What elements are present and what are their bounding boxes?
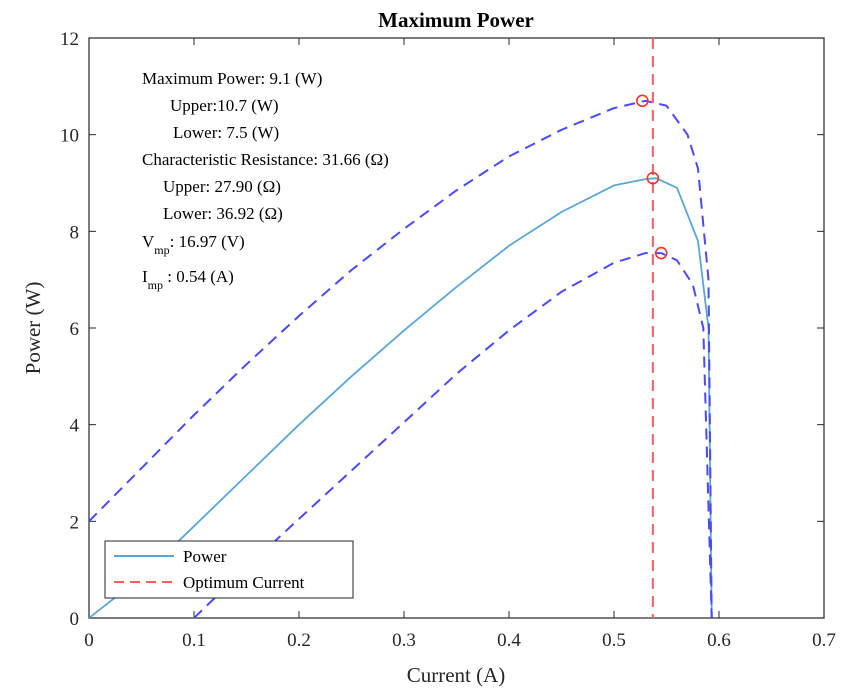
- legend-box: [104, 540, 354, 599]
- vmp-value: : 16.97 (V): [170, 232, 245, 251]
- x-tick-label: 0.3: [392, 630, 416, 651]
- annotation-max-power: Maximum Power: 9.1 (W): [142, 69, 322, 88]
- imp-symbol: I: [142, 267, 148, 286]
- y-tick-label: 2: [70, 512, 80, 533]
- plot-area: [88, 37, 825, 619]
- x-tick-label: 0.4: [497, 630, 521, 651]
- y-tick-label: 6: [70, 319, 80, 340]
- series-line-upper-bound: [89, 99, 713, 618]
- x-tick-label: 0.6: [707, 630, 731, 651]
- x-tick-label: 0.1: [182, 630, 206, 651]
- series-line-lower-bound: [193, 252, 713, 618]
- imp-value: : 0.54 (A): [163, 267, 234, 286]
- max-power-marker: [646, 171, 660, 185]
- y-tick-label: 4: [70, 416, 80, 437]
- max-power-marker: [636, 94, 649, 108]
- series-layer: [89, 38, 713, 618]
- x-axis-ticks: 0 0.1 0.2 0.3 0.4 0.5 0.6 0.7: [84, 38, 836, 651]
- imp-subscript: mp: [148, 278, 163, 292]
- annotation-char-resistance: Characteristic Resistance: 31.66 (Ω): [142, 150, 389, 169]
- y-tick-label: 8: [70, 222, 80, 243]
- x-tick-label: 0: [84, 630, 94, 651]
- x-axis-label: Current (A): [407, 663, 506, 687]
- legend-label-power: Power: [183, 547, 227, 566]
- vmp-subscript: mp: [154, 243, 169, 257]
- annotation-res-lower: Lower: 36.92 (Ω): [163, 204, 283, 223]
- x-tick-label: 0.2: [287, 630, 311, 651]
- annotation-block: Maximum Power: 9.1 (W) Upper:10.7 (W) Lo…: [142, 69, 389, 292]
- legend: Power Optimum Current: [104, 540, 354, 599]
- annotation-vmp: Vmp: 16.97 (V): [142, 232, 245, 257]
- vmp-symbol: V: [142, 232, 155, 251]
- annotation-max-upper: Upper:10.7 (W): [170, 96, 279, 115]
- y-tick-label: 10: [60, 126, 79, 147]
- y-tick-label: 0: [70, 609, 80, 630]
- y-tick-label: 12: [60, 29, 79, 50]
- annotation-max-lower: Lower: 7.5 (W): [173, 123, 279, 142]
- annotation-res-upper: Upper: 27.90 (Ω): [163, 177, 281, 196]
- series-line-power: [89, 177, 713, 618]
- max-power-marker: [654, 246, 668, 260]
- y-axis-label: Power (W): [21, 282, 45, 375]
- x-tick-label: 0.7: [812, 630, 836, 651]
- x-tick-label: 0.5: [602, 630, 626, 651]
- y-axis-ticks: 0 2 4 6 8 10 12: [60, 29, 824, 630]
- marker-layer: [636, 94, 668, 260]
- chart-title: Maximum Power: [378, 8, 534, 32]
- legend-label-optimum-current: Optimum Current: [183, 573, 305, 592]
- annotation-imp: Imp : 0.54 (A): [142, 267, 234, 292]
